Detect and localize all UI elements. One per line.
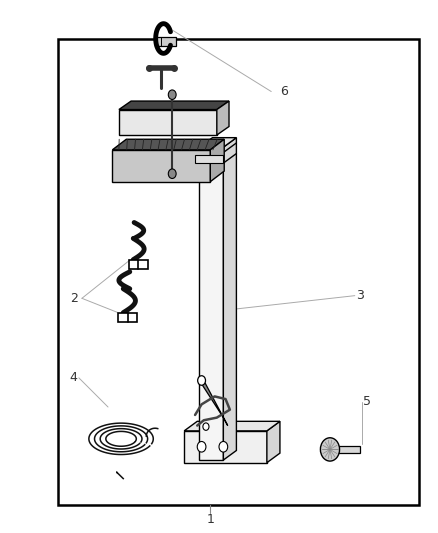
Polygon shape	[338, 446, 360, 453]
Circle shape	[203, 423, 209, 430]
Polygon shape	[184, 431, 267, 463]
Text: 2: 2	[70, 292, 78, 305]
Circle shape	[168, 90, 176, 100]
Polygon shape	[118, 313, 137, 322]
Polygon shape	[217, 101, 229, 135]
Polygon shape	[119, 101, 229, 110]
Polygon shape	[223, 138, 237, 460]
Text: 1: 1	[206, 513, 214, 527]
Polygon shape	[113, 139, 224, 150]
Circle shape	[321, 438, 339, 461]
Polygon shape	[199, 138, 237, 147]
Polygon shape	[129, 260, 148, 269]
Polygon shape	[199, 147, 223, 460]
Circle shape	[197, 441, 206, 452]
Text: 5: 5	[363, 395, 371, 408]
Bar	[58, 38, 419, 505]
Polygon shape	[199, 381, 228, 425]
Circle shape	[219, 441, 228, 452]
Circle shape	[168, 169, 176, 179]
Polygon shape	[210, 139, 224, 182]
Polygon shape	[267, 421, 280, 463]
Text: 4: 4	[70, 372, 78, 384]
Text: 3: 3	[356, 289, 364, 302]
Polygon shape	[195, 155, 223, 163]
Polygon shape	[113, 150, 210, 182]
Circle shape	[198, 376, 205, 385]
Polygon shape	[119, 110, 217, 135]
Text: 6: 6	[280, 85, 288, 98]
Polygon shape	[155, 37, 176, 46]
Polygon shape	[184, 421, 280, 431]
